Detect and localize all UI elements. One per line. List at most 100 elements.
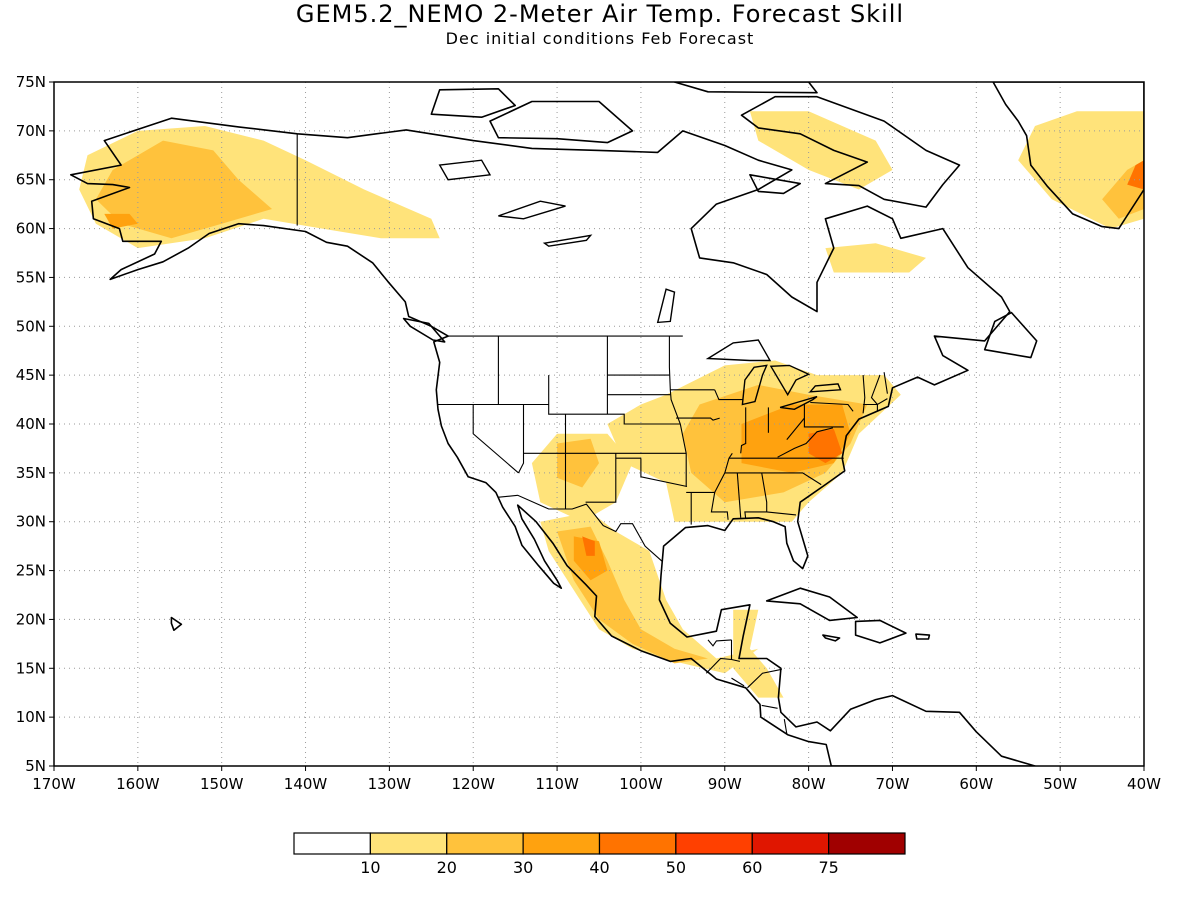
lon-tick-label: 80W xyxy=(792,775,826,793)
skill-region-labrador xyxy=(825,243,926,273)
chart-subtitle: Dec initial conditions Feb Forecast xyxy=(445,29,755,48)
lat-tick-label: 45N xyxy=(16,366,46,384)
colorbar: 10 20 30 40 50 60 75 xyxy=(293,832,906,877)
skill-region-mexico-peak xyxy=(582,536,595,556)
great-slave-lake xyxy=(498,200,566,220)
coastline-vancouver-island xyxy=(402,317,446,343)
lat-tick-label: 40N xyxy=(16,415,46,433)
lat-tick-label: 65N xyxy=(16,171,46,189)
colorbar-box xyxy=(675,832,753,855)
lon-tick-label: 90W xyxy=(708,775,742,793)
boundary-line xyxy=(810,401,854,412)
boundary-line xyxy=(497,494,664,563)
boundary-line xyxy=(783,719,788,734)
lon-tick-label: 170W xyxy=(32,775,76,793)
colorbar-label: 30 xyxy=(513,858,533,877)
boundary-line xyxy=(518,404,525,474)
lake-winnipeg xyxy=(656,288,676,324)
chart-title: GEM5.2_NEMO 2-Meter Air Temp. Forecast S… xyxy=(295,0,905,28)
lake-huron xyxy=(769,364,811,397)
lat-tick-label: 70N xyxy=(16,122,46,140)
lat-tick-label: 30N xyxy=(16,513,46,531)
coastline-baffin xyxy=(740,95,961,208)
boundary-line xyxy=(705,657,741,674)
coastline-greenland xyxy=(992,82,1144,230)
lake-athabasca xyxy=(542,234,593,247)
lon-tick-label: 40W xyxy=(1127,775,1161,793)
skill-region-canada-arctic xyxy=(749,111,893,190)
skill-region-virginia xyxy=(808,428,843,464)
boundary-line xyxy=(766,511,797,516)
colorbar-label: 60 xyxy=(742,858,762,877)
coastline-hawaii xyxy=(170,616,183,632)
lon-tick-label: 50W xyxy=(1043,775,1077,793)
coastline-north-america xyxy=(70,117,1036,766)
great-bear-lake xyxy=(438,159,492,181)
boundary-line xyxy=(724,472,822,486)
boundary-line xyxy=(472,404,519,474)
skill-region-greenland-hot xyxy=(1127,160,1144,190)
lat-tick-label: 60N xyxy=(16,220,46,238)
lon-tick-label: 60W xyxy=(959,775,993,793)
boundary-line xyxy=(585,453,617,503)
boundary-line xyxy=(473,336,499,406)
colorbar-box xyxy=(828,832,906,855)
colorbar-box xyxy=(369,832,448,855)
colorbar-label: 10 xyxy=(360,858,380,877)
boundary-line xyxy=(714,389,744,401)
skill-region-southwest-core xyxy=(557,438,599,488)
boundary-line xyxy=(862,375,866,414)
colorbar-label: 50 xyxy=(666,858,686,877)
boundary-line xyxy=(736,472,742,518)
skill-region-alaska-spot xyxy=(104,213,138,229)
boundary-line xyxy=(640,458,688,488)
boundary-line xyxy=(731,677,745,687)
boundary-line xyxy=(676,417,720,421)
lat-tick-label: 55N xyxy=(16,268,46,286)
lon-tick-label: 160W xyxy=(116,775,160,793)
map-gridlines xyxy=(54,82,1144,766)
colorbar-box xyxy=(751,832,830,855)
coastline-banks xyxy=(430,88,517,118)
lat-tick-label: 50N xyxy=(16,317,46,335)
skill-region-mexico-hot xyxy=(573,536,608,581)
coastline-hispaniola xyxy=(854,619,907,644)
lake-superior xyxy=(705,339,772,362)
lat-tick-label: 75N xyxy=(16,73,46,91)
lon-tick-label: 130W xyxy=(368,775,412,793)
lat-tick-label: 5N xyxy=(25,757,46,775)
lake-ontario xyxy=(808,383,842,393)
lat-tick-label: 10N xyxy=(16,708,46,726)
boundary-line xyxy=(714,452,733,493)
lon-tick-label: 100W xyxy=(619,775,663,793)
colorbar-box xyxy=(522,832,601,855)
coastline-jamaica xyxy=(822,634,841,642)
political-boundaries-layer xyxy=(296,133,888,734)
coastline-newfoundland xyxy=(983,311,1038,359)
boundary-line xyxy=(740,407,747,454)
lon-tick-label: 70W xyxy=(876,775,910,793)
boundary-line xyxy=(747,668,782,689)
colorbar-box xyxy=(293,832,371,855)
boundary-line xyxy=(883,372,888,394)
boundary-line xyxy=(863,398,888,406)
boundary-line xyxy=(870,374,881,412)
boundary-line xyxy=(686,491,729,520)
coastline-victoria xyxy=(489,100,634,144)
coastline-layer xyxy=(70,82,1144,766)
coastline-southampton xyxy=(749,174,802,195)
boundary-line xyxy=(761,704,778,709)
lon-tick-label: 110W xyxy=(535,775,579,793)
lon-tick-label: 150W xyxy=(200,775,244,793)
colorbar-label: 40 xyxy=(589,858,609,877)
lat-tick-label: 35N xyxy=(16,464,46,482)
boundary-line xyxy=(777,427,834,458)
boundary-line xyxy=(707,639,732,647)
lon-tick-label: 120W xyxy=(451,775,495,793)
lake-michigan xyxy=(741,364,768,406)
lat-tick-label: 15N xyxy=(16,659,46,677)
colorbar-label: 75 xyxy=(818,858,838,877)
colorbar-label: 20 xyxy=(437,858,457,877)
lat-tick-label: 25N xyxy=(16,562,46,580)
